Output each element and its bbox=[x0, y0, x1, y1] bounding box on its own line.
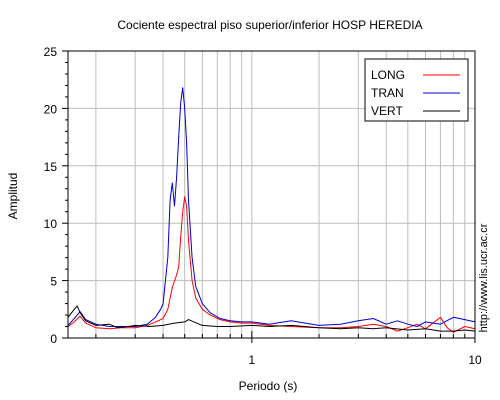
series-line-tran bbox=[67, 87, 476, 327]
x-axis-label: Periodo (s) bbox=[239, 379, 298, 393]
plot-area bbox=[67, 87, 476, 333]
y-tick-label: 20 bbox=[44, 102, 58, 116]
series-line-vert bbox=[67, 305, 476, 332]
y-tick-label: 5 bbox=[50, 275, 57, 289]
legend: LONG TRAN VERT bbox=[364, 58, 469, 122]
y-tick-label: 10 bbox=[44, 217, 58, 231]
legend-label-long: LONG bbox=[371, 68, 405, 82]
y-axis-label: Amplitud bbox=[6, 173, 20, 220]
legend-label-tran: TRAN bbox=[371, 86, 404, 100]
y-tick-label: 15 bbox=[44, 160, 58, 174]
y-tick-label: 0 bbox=[50, 332, 57, 346]
x-tick-label: 10 bbox=[468, 353, 482, 367]
axes: 0 5 10 15 20 25 1 10 bbox=[44, 45, 482, 367]
chart-title: Cociente espectral piso superior/inferio… bbox=[117, 18, 422, 32]
y-tick-label: 25 bbox=[44, 45, 58, 59]
series-line-long bbox=[67, 196, 476, 333]
plot-frame bbox=[67, 50, 476, 339]
x-tick-label: 1 bbox=[249, 353, 256, 367]
legend-label-vert: VERT bbox=[371, 104, 403, 118]
side-note-url: http://www.lis.ucr.ac.cr bbox=[478, 223, 490, 332]
